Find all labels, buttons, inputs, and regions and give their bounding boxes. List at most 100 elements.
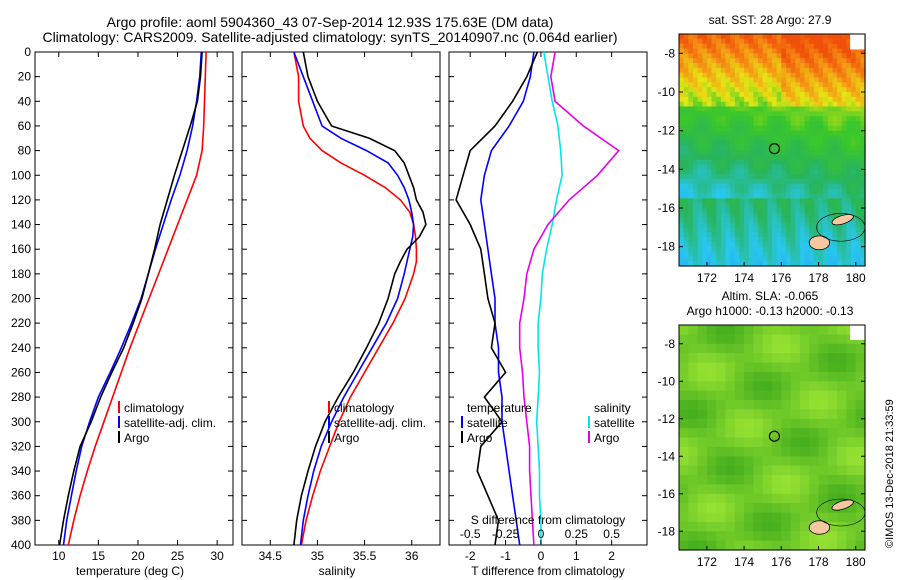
- map-cell: [734, 87, 741, 93]
- map-cell: [846, 418, 857, 429]
- map-cell: [720, 106, 727, 112]
- map-cell: [846, 237, 852, 243]
- map-cell: [734, 418, 745, 429]
- map-cell: [702, 77, 708, 83]
- map-cell: [781, 135, 787, 141]
- map-cell: [716, 130, 722, 137]
- map-cell: [790, 212, 796, 219]
- map-cell: [772, 251, 778, 257]
- map-cell: [841, 154, 848, 161]
- map-cell: [748, 125, 755, 132]
- map-cell: [823, 193, 829, 199]
- map-cell: [683, 121, 689, 127]
- map-cell: [772, 237, 778, 243]
- map-cell: [818, 261, 824, 267]
- map-cell: [688, 208, 694, 214]
- x-tick-label: 172: [697, 271, 717, 285]
- map-cell: [697, 106, 703, 112]
- map-cell: [772, 48, 778, 54]
- map-cell: [725, 456, 736, 467]
- map-cell: [772, 381, 782, 392]
- map-cell: [725, 154, 731, 161]
- map-cell: [851, 145, 857, 151]
- map-cell: [702, 101, 708, 108]
- map-cell: [790, 227, 796, 233]
- map-cell: [827, 116, 834, 122]
- map-cell: [734, 208, 741, 214]
- map-cell: [711, 43, 717, 50]
- map-cell: [799, 38, 806, 45]
- map-cell: [711, 217, 717, 224]
- sla-map-frame: [678, 324, 866, 551]
- map-cell: [827, 106, 834, 112]
- map-cell: [846, 484, 857, 495]
- map-cell: [823, 179, 829, 185]
- map-cell: [799, 193, 806, 199]
- map-cell: [734, 521, 745, 532]
- map-cell: [767, 256, 773, 262]
- map-cell: [781, 188, 787, 195]
- map-cell: [706, 140, 713, 146]
- map-cell: [706, 183, 713, 190]
- map-cell: [725, 246, 731, 253]
- map-cell: [767, 67, 773, 74]
- map-cell: [683, 154, 689, 161]
- map-cell: [767, 241, 773, 248]
- map-cell: [846, 140, 852, 146]
- map-cell: [716, 87, 722, 93]
- map-cell: [758, 256, 764, 262]
- map-cell: [813, 72, 820, 79]
- map-cell: [846, 540, 857, 551]
- map-cell: [702, 212, 708, 219]
- map-cell: [799, 381, 810, 392]
- map-cell: [702, 82, 708, 88]
- map-cell: [837, 261, 843, 267]
- map-cell: [767, 140, 773, 146]
- map-cell: [837, 77, 843, 83]
- map-cell: [790, 130, 796, 137]
- map-cell: [730, 193, 736, 199]
- map-cell: [818, 53, 824, 59]
- map-cell: [706, 381, 717, 392]
- map-cell: [809, 111, 815, 117]
- y-tick-label: -14: [658, 162, 676, 176]
- map-cell: [725, 135, 731, 141]
- map-cell: [744, 116, 750, 122]
- map-cell: [813, 77, 820, 83]
- map-cell: [693, 135, 699, 141]
- map-cell: [706, 188, 713, 195]
- map-cell: [697, 261, 703, 267]
- legend-climatology-label: climatology: [124, 401, 184, 415]
- map-cell: [702, 121, 708, 127]
- map-cell: [786, 208, 792, 214]
- map-cell: [832, 159, 838, 166]
- map-cell: [720, 183, 727, 190]
- map-cell: [683, 38, 689, 45]
- map-cell: [767, 150, 773, 156]
- map-cell: [860, 63, 866, 69]
- difference-xlabel: T difference from climatology: [471, 564, 625, 578]
- map-cell: [688, 437, 699, 448]
- map-cell: [683, 222, 689, 228]
- map-cell: [795, 212, 801, 219]
- map-cell: [725, 188, 731, 195]
- map-cell: [758, 96, 764, 103]
- sla-map: Altim. SLA: -0.065 Argo h1000: -0.13 h20…: [658, 289, 866, 569]
- map-cell: [837, 38, 843, 45]
- map-cell: [837, 34, 843, 40]
- map-cell: [823, 92, 829, 98]
- map-cell: [679, 428, 689, 439]
- map-nodata-patch: [850, 325, 865, 340]
- map-cell: [693, 154, 699, 161]
- map-cell: [762, 261, 768, 267]
- map-cell: [818, 193, 824, 199]
- map-cell: [744, 256, 750, 262]
- map-cell: [762, 241, 768, 248]
- map-cell: [725, 72, 731, 79]
- map-cell: [706, 540, 717, 551]
- map-cell: [827, 353, 838, 364]
- map-cell: [725, 232, 731, 238]
- map-cell: [744, 531, 754, 542]
- map-cell: [725, 251, 731, 257]
- map-cell: [837, 58, 843, 64]
